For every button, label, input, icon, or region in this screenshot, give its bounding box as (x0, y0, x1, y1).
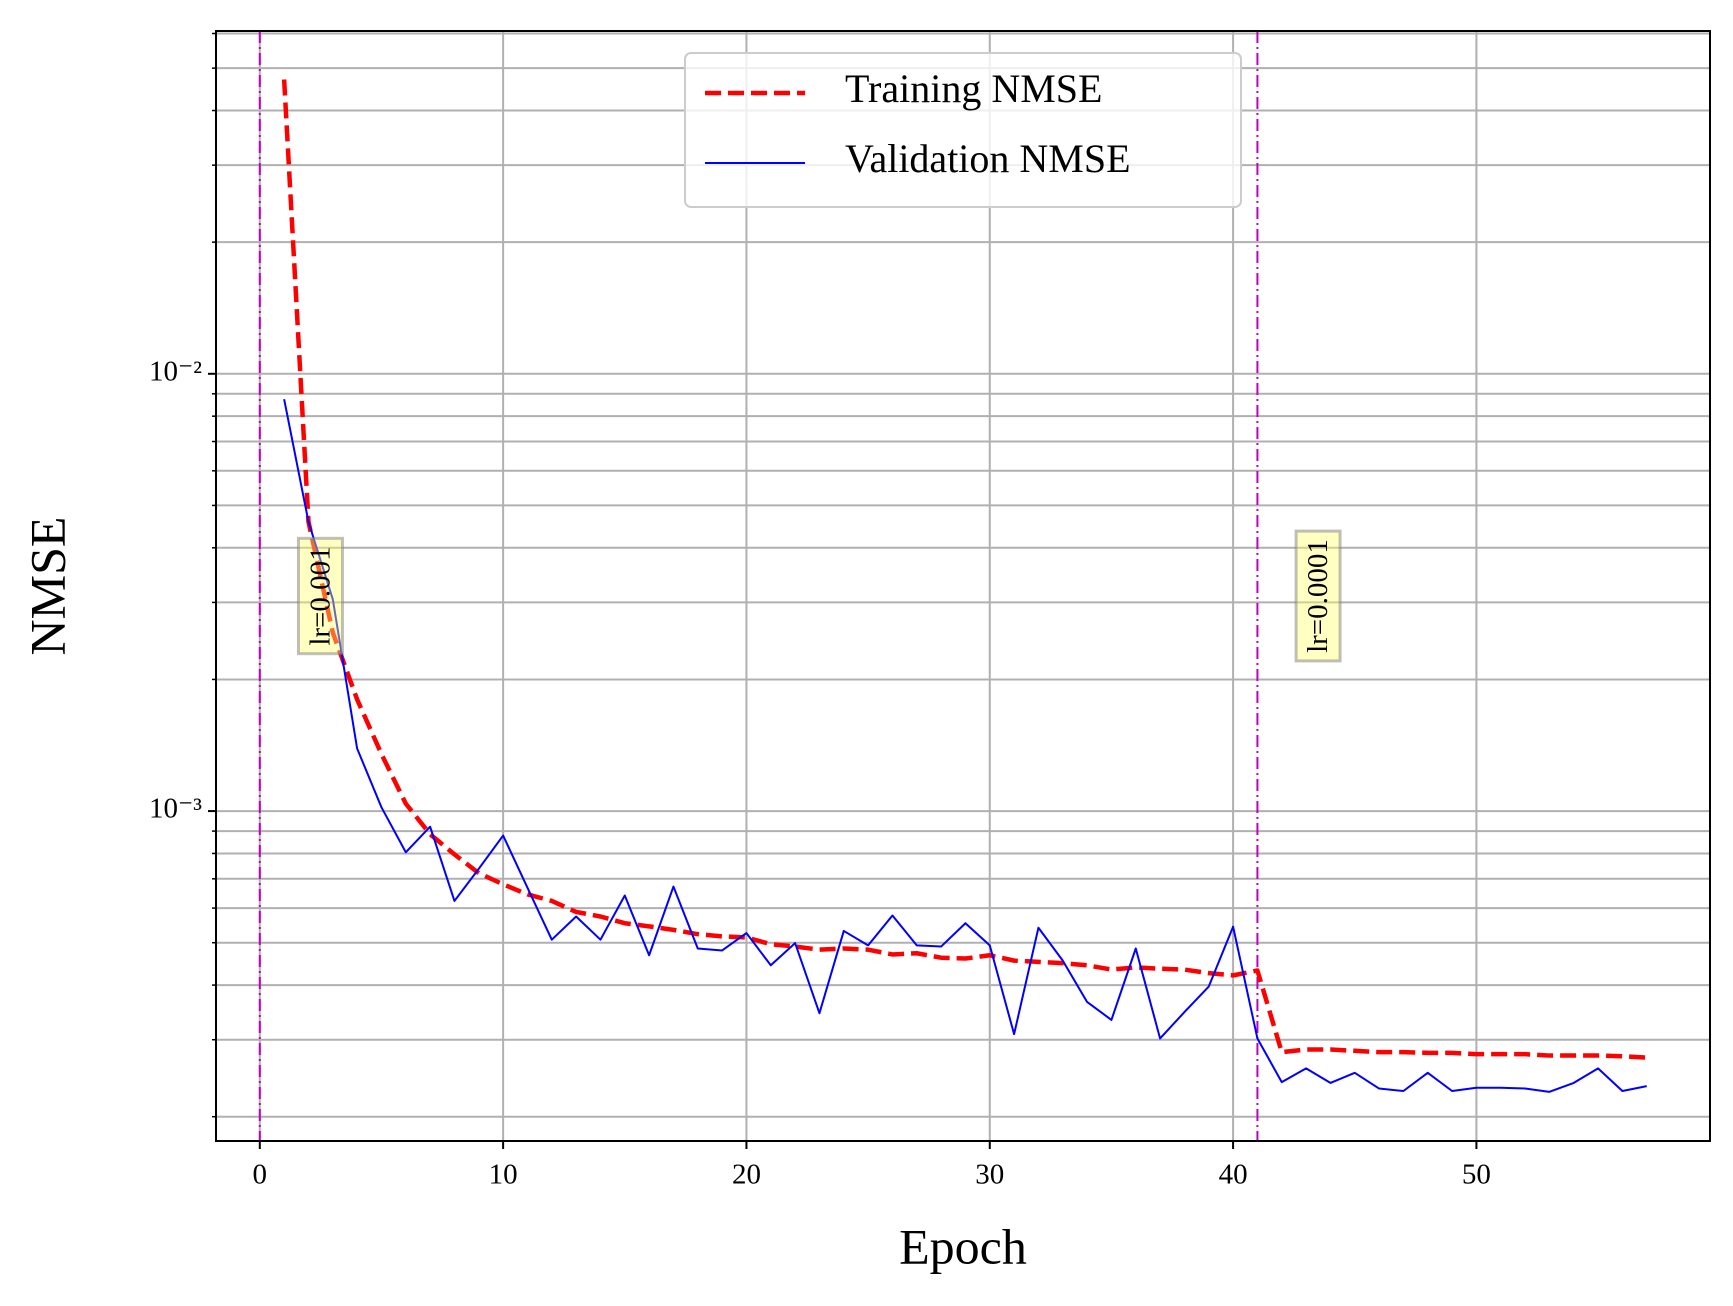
plot-area (258, 31, 1647, 1141)
annotation: lr=0.0001 (1294, 529, 1342, 663)
annotation: lr=0.001 (296, 536, 344, 656)
annotation-box (296, 536, 344, 656)
annotation-text: lr=0.0001 (1302, 539, 1334, 653)
annotation-text: lr=0.001 (304, 546, 336, 645)
x-tick-label: 50 (1462, 1159, 1491, 1191)
x-tick-label: 0 (253, 1159, 268, 1191)
series-line (281, 79, 1647, 1060)
annotation-box (1294, 529, 1342, 663)
x-tick-label: 30 (975, 1159, 1004, 1191)
y-axis-label: NMSE (19, 517, 75, 656)
legend-label: Training NMSE (845, 66, 1102, 111)
series-line (283, 398, 1647, 1093)
axes-frame (215, 30, 1711, 1142)
legend-label: Validation NMSE (845, 136, 1131, 181)
x-tick-label: 40 (1219, 1159, 1248, 1191)
y-tick-label: 10⁻³ (149, 793, 202, 825)
grid (216, 31, 1710, 1141)
x-tick-label: 20 (732, 1159, 761, 1191)
y-tick-label: 10⁻² (149, 355, 202, 387)
legend-box (684, 52, 1242, 208)
x-axis-label: Epoch (899, 1218, 1027, 1274)
x-tick-label: 10 (489, 1159, 518, 1191)
